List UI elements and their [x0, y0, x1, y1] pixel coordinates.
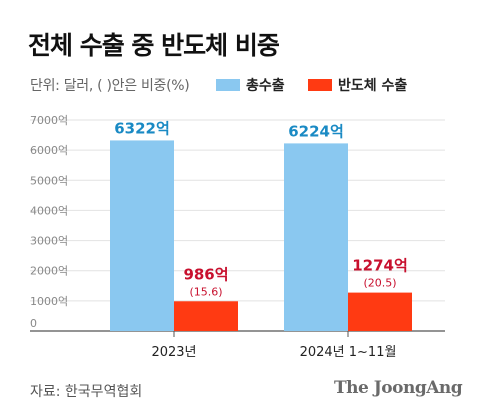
- brand-logo: The JoongAng: [334, 378, 463, 398]
- data-label: 6322억: [114, 119, 170, 137]
- legend-item-semiconductor-exports: 반도체 수출: [308, 75, 407, 95]
- legend-swatch-semiconductor-exports: [308, 79, 332, 91]
- y-tick-label: 3000억: [30, 235, 68, 248]
- x-tick-label: 2024년 1~11월: [300, 345, 397, 360]
- share-label: (15.6): [189, 285, 222, 298]
- unit-note: 단위: 달러, ( )안은 비중(%): [30, 78, 190, 94]
- bar-semiconductor-exports: [174, 301, 238, 331]
- y-tick-label: 5000억: [30, 174, 68, 187]
- legend-swatch-total-exports: [216, 79, 240, 91]
- bar-total-exports: [110, 140, 174, 331]
- y-tick-label: 4000억: [30, 204, 68, 217]
- y-tick-label: 7000억: [30, 114, 68, 127]
- y-tick-label: 0: [30, 317, 37, 330]
- x-tick-label: 2023년: [151, 345, 196, 360]
- data-label: 1274억: [352, 257, 408, 275]
- legend-item-total-exports: 총수출: [216, 75, 285, 95]
- y-tick-label: 2000억: [30, 265, 68, 278]
- bar-total-exports: [284, 143, 348, 331]
- y-tick-label: 1000억: [30, 295, 68, 308]
- data-label: 6224억: [288, 122, 344, 140]
- chart-title: 전체 수출 중 반도체 비중: [28, 31, 280, 60]
- legend-label-semiconductor-exports: 반도체 수출: [338, 78, 408, 94]
- data-label: 986억: [183, 265, 228, 283]
- bar-semiconductor-exports: [348, 292, 412, 331]
- share-label: (20.5): [363, 277, 396, 290]
- y-tick-label: 6000억: [30, 144, 68, 157]
- source-note: 자료: 한국무역협회: [30, 384, 143, 400]
- legend-label-total-exports: 총수출: [246, 78, 285, 94]
